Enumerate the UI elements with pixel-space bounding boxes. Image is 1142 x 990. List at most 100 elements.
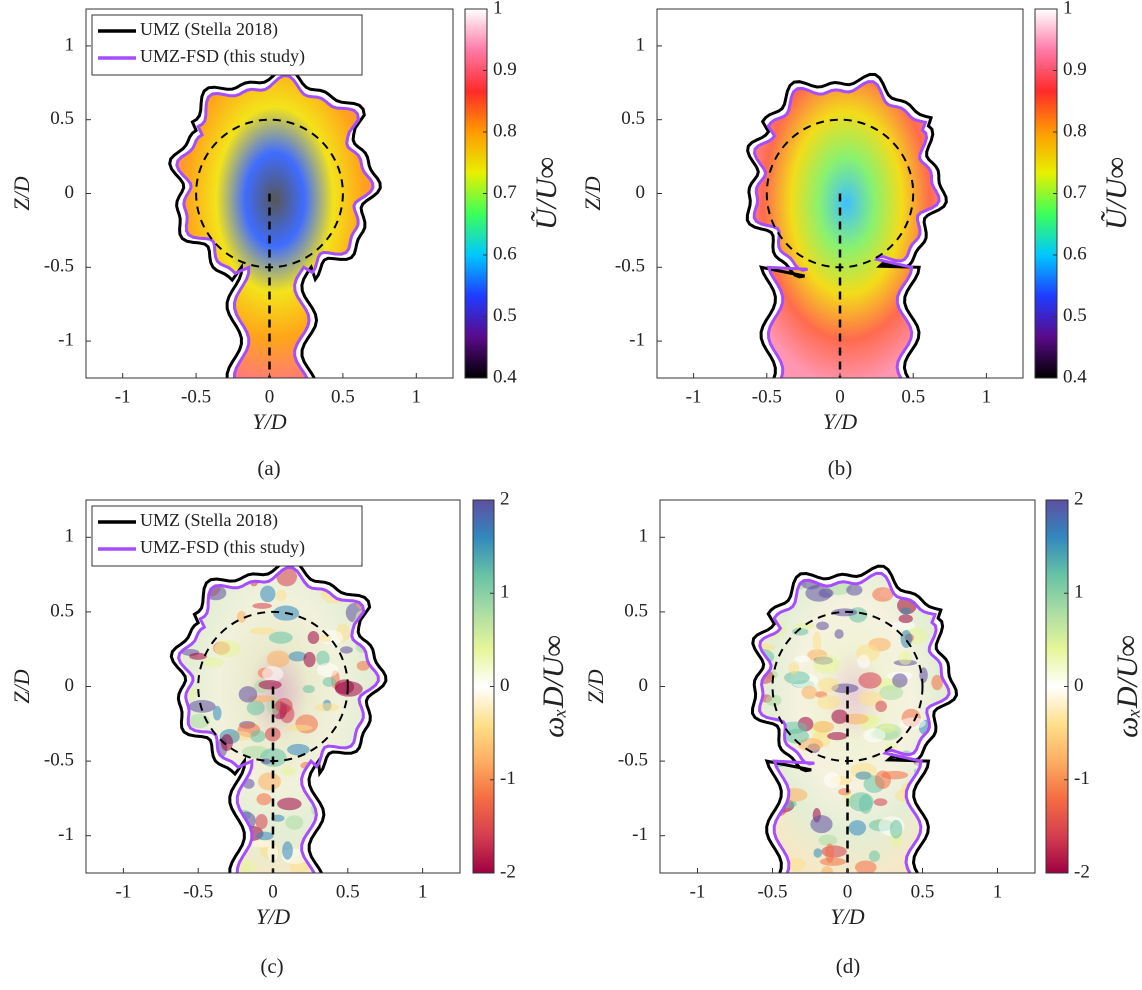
texture-blob xyxy=(220,734,233,751)
x-tick-label: 0 xyxy=(835,386,845,407)
texture-blob xyxy=(282,841,293,860)
texture-blob xyxy=(157,594,169,607)
texture-blob xyxy=(358,842,369,858)
texture-blob xyxy=(277,797,302,811)
colorbar-tick-label: 1 xyxy=(1063,0,1073,18)
texture-blob xyxy=(256,793,272,806)
texture-blob xyxy=(256,831,274,841)
texture-blob xyxy=(343,765,365,785)
texture-blob xyxy=(352,810,373,824)
y-tick-label: 1 xyxy=(639,526,649,547)
texture-blob xyxy=(368,621,379,628)
texture-blob xyxy=(198,748,208,757)
texture-blob xyxy=(831,709,848,724)
legend-label: UMZ-FSD (this study) xyxy=(140,537,305,558)
texture-blob xyxy=(249,627,276,635)
texture-blob xyxy=(347,863,365,873)
texture-blob xyxy=(759,744,763,765)
texture-blob xyxy=(825,843,835,863)
texture-blob xyxy=(875,700,887,713)
texture-blob xyxy=(182,797,203,811)
texture-blob xyxy=(319,633,332,643)
texture-blob xyxy=(188,700,216,713)
umz-contour xyxy=(750,564,959,873)
texture-blob xyxy=(794,622,816,630)
x-tick-label: -0.5 xyxy=(181,386,211,407)
texture-blob xyxy=(200,855,215,869)
texture-blob xyxy=(258,679,282,690)
y-tick-label: -1 xyxy=(632,824,648,845)
texture-blob xyxy=(178,855,179,865)
y-tick-label: 0 xyxy=(636,182,646,203)
texture-blob xyxy=(931,828,948,838)
x-tick-label: -1 xyxy=(115,386,131,407)
caption: (c) xyxy=(260,954,283,978)
y-tick-label: -0.5 xyxy=(44,256,74,277)
plot-area xyxy=(157,558,388,873)
caption: (b) xyxy=(828,456,853,480)
texture-blob xyxy=(943,590,950,599)
colorbar-tick-label: 0.8 xyxy=(493,120,517,141)
texture-blob xyxy=(287,743,310,756)
umz-contour xyxy=(745,72,948,378)
texture-blob xyxy=(823,771,841,788)
colorbar-tick-label: 1 xyxy=(500,582,510,603)
x-tick-label: -1 xyxy=(686,386,702,407)
legend-box xyxy=(91,505,363,567)
texture-blob xyxy=(763,584,773,601)
texture-blob xyxy=(846,584,863,596)
x-axis-label: Y/D xyxy=(830,904,864,929)
texture-blob xyxy=(363,579,379,592)
texture-blob xyxy=(285,815,304,830)
texture-blob xyxy=(340,646,353,654)
texture-blob xyxy=(189,652,207,660)
colorbar-tick-label: 0.5 xyxy=(1063,305,1087,326)
texture-blob xyxy=(812,631,822,652)
umz-fsd-contour xyxy=(758,571,951,873)
texture-blob xyxy=(931,674,943,691)
texture-blob xyxy=(181,786,207,795)
texture-blob xyxy=(275,697,293,714)
texture-blob xyxy=(334,679,355,695)
plot-area xyxy=(168,66,382,378)
plot-area xyxy=(745,72,948,378)
texture-blob xyxy=(934,767,950,779)
texture-blob xyxy=(238,686,258,703)
texture-blob xyxy=(366,773,379,790)
texture-blob xyxy=(858,672,882,689)
umz-contour xyxy=(169,558,388,873)
texture-blob xyxy=(207,793,223,805)
texture-blob xyxy=(817,695,841,710)
y-tick-label: -0.5 xyxy=(44,749,74,770)
colorbar-tick-label: -1 xyxy=(1074,768,1090,789)
y-tick-label: -0.5 xyxy=(618,749,648,770)
texture-blob xyxy=(212,705,222,721)
texture-blob xyxy=(178,795,204,810)
texture-blob xyxy=(821,845,847,858)
colorbar-label: ωₓD/U∞ xyxy=(537,635,570,738)
colorbar-tick-label: 0.6 xyxy=(493,243,517,264)
texture-blob xyxy=(813,654,840,674)
x-axis-label: Y/D xyxy=(252,409,286,434)
texture-blob xyxy=(288,651,307,662)
y-tick-label: 0.5 xyxy=(50,108,74,129)
texture-blob xyxy=(373,736,379,757)
texture-blob xyxy=(827,732,848,741)
texture-blob xyxy=(899,717,926,729)
y-tick-label: 1 xyxy=(636,34,646,55)
texture-blob xyxy=(246,700,265,716)
texture-blob xyxy=(873,798,888,806)
texture-blob xyxy=(178,763,189,772)
x-tick-label: -0.5 xyxy=(183,881,213,902)
texture-blob xyxy=(872,587,894,602)
texture-blob xyxy=(940,856,950,873)
texture-blob xyxy=(944,624,950,632)
texture-blob xyxy=(202,656,224,668)
texture-blob xyxy=(941,847,950,866)
texture-blob xyxy=(812,721,835,733)
texture-blob xyxy=(257,772,281,791)
colorbar-label: Ũ/U∞ xyxy=(530,157,563,230)
texture-blob xyxy=(355,786,369,798)
texture-blob xyxy=(898,614,913,624)
